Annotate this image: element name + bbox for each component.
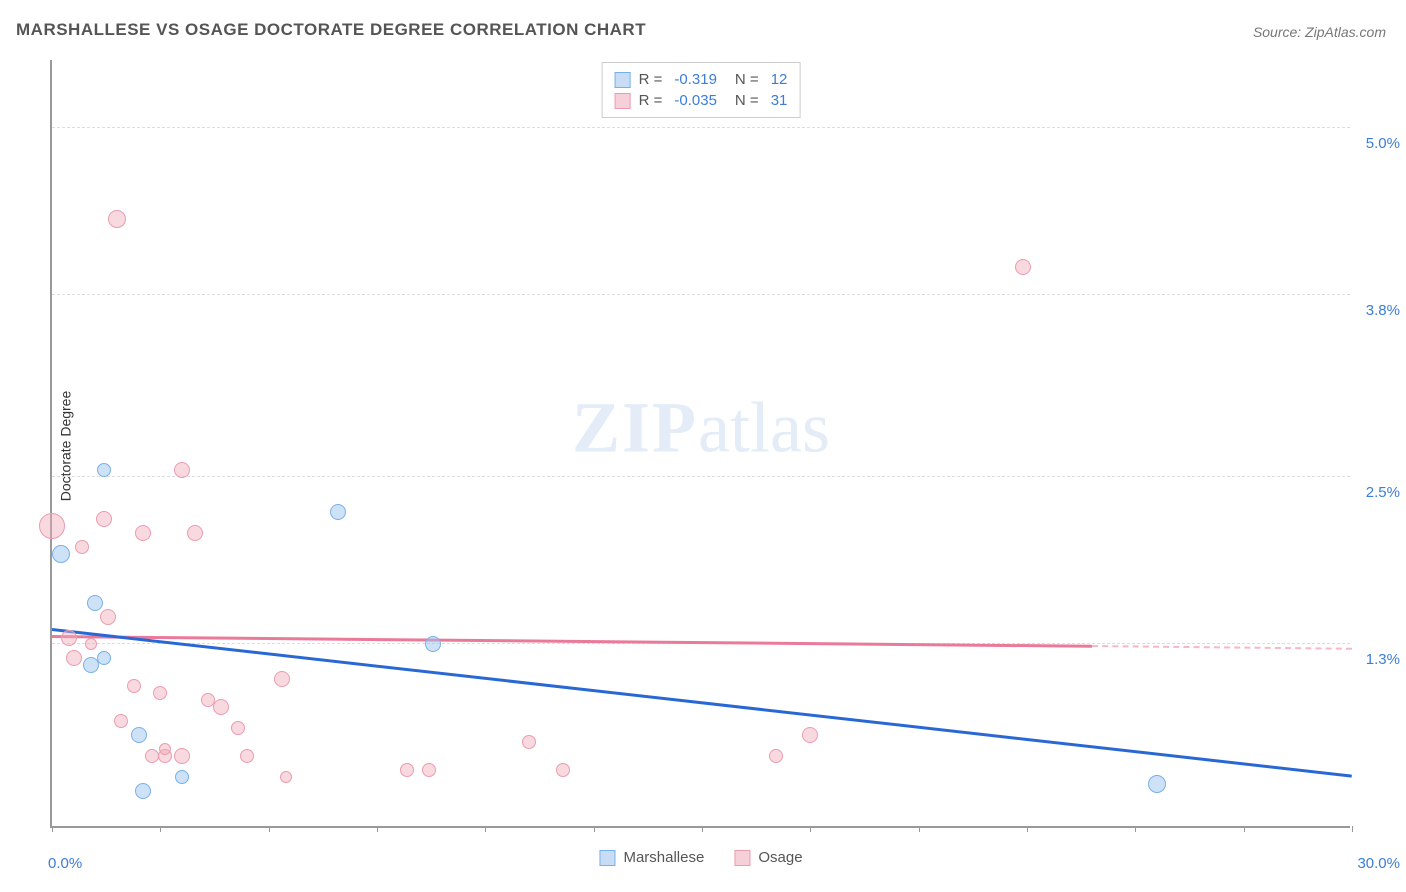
x-tick (485, 826, 486, 832)
regression-line (1092, 645, 1352, 650)
y-tick-label: 5.0% (1366, 135, 1400, 152)
swatch-blue-icon (599, 850, 615, 866)
x-tick (810, 826, 811, 832)
x-tick (269, 826, 270, 832)
y-tick-label: 2.5% (1366, 484, 1400, 501)
y-tick-label: 3.8% (1366, 302, 1400, 319)
legend-label: Osage (758, 849, 802, 866)
r-value: -0.035 (674, 92, 717, 109)
data-point (97, 463, 111, 477)
data-point (174, 748, 190, 764)
data-point (240, 749, 254, 763)
data-point (231, 721, 245, 735)
swatch-pink-icon (615, 93, 631, 109)
r-value: -0.319 (674, 71, 717, 88)
data-point (39, 513, 65, 539)
data-point (61, 630, 77, 646)
legend-row-marshallese: R = -0.319 N = 12 (615, 69, 788, 90)
x-tick (919, 826, 920, 832)
data-point (522, 735, 536, 749)
x-axis-min-label: 0.0% (48, 855, 82, 872)
correlation-legend: R = -0.319 N = 12 R = -0.035 N = 31 (602, 62, 801, 118)
data-point (769, 749, 783, 763)
n-label: N = (735, 71, 759, 88)
n-value: 31 (771, 92, 788, 109)
series-legend: Marshallese Osage (599, 849, 802, 866)
y-tick-label: 1.3% (1366, 651, 1400, 668)
n-label: N = (735, 92, 759, 109)
x-tick (702, 826, 703, 832)
data-point (1148, 775, 1166, 793)
data-point (87, 595, 103, 611)
data-point (135, 783, 151, 799)
data-point (97, 651, 111, 665)
r-label: R = (639, 92, 663, 109)
grid-line (52, 294, 1350, 295)
legend-label: Marshallese (623, 849, 704, 866)
legend-item-marshallese: Marshallese (599, 849, 704, 866)
data-point (400, 763, 414, 777)
watermark: ZIPatlas (572, 386, 830, 469)
data-point (422, 763, 436, 777)
x-tick (160, 826, 161, 832)
x-tick (1135, 826, 1136, 832)
data-point (131, 727, 147, 743)
n-value: 12 (771, 71, 788, 88)
data-point (187, 525, 203, 541)
x-tick (1027, 826, 1028, 832)
data-point (96, 511, 112, 527)
swatch-pink-icon (734, 850, 750, 866)
data-point (145, 749, 159, 763)
grid-line (52, 643, 1350, 644)
x-tick (594, 826, 595, 832)
x-tick (1244, 826, 1245, 832)
x-tick (52, 826, 53, 832)
grid-line (52, 127, 1350, 128)
x-tick (1352, 826, 1353, 832)
data-point (213, 699, 229, 715)
x-tick (377, 826, 378, 832)
data-point (85, 638, 97, 650)
data-point (175, 770, 189, 784)
data-point (802, 727, 818, 743)
data-point (114, 714, 128, 728)
data-point (100, 609, 116, 625)
data-point (135, 525, 151, 541)
x-axis-max-label: 30.0% (1357, 855, 1400, 872)
data-point (159, 743, 171, 755)
swatch-blue-icon (615, 72, 631, 88)
data-point (153, 686, 167, 700)
legend-row-osage: R = -0.035 N = 31 (615, 90, 788, 111)
data-point (556, 763, 570, 777)
legend-item-osage: Osage (734, 849, 802, 866)
data-point (274, 671, 290, 687)
data-point (1015, 259, 1031, 275)
data-point (52, 545, 70, 563)
data-point (330, 504, 346, 520)
r-label: R = (639, 71, 663, 88)
data-point (174, 462, 190, 478)
data-point (75, 540, 89, 554)
data-point (127, 679, 141, 693)
data-point (425, 636, 441, 652)
plot-area: ZIPatlas R = -0.319 N = 12 R = -0.035 N … (50, 60, 1350, 828)
data-point (66, 650, 82, 666)
chart-title: MARSHALLESE VS OSAGE DOCTORATE DEGREE CO… (16, 20, 646, 40)
data-point (280, 771, 292, 783)
data-point (108, 210, 126, 228)
source-attribution: Source: ZipAtlas.com (1253, 24, 1386, 40)
grid-line (52, 476, 1350, 477)
